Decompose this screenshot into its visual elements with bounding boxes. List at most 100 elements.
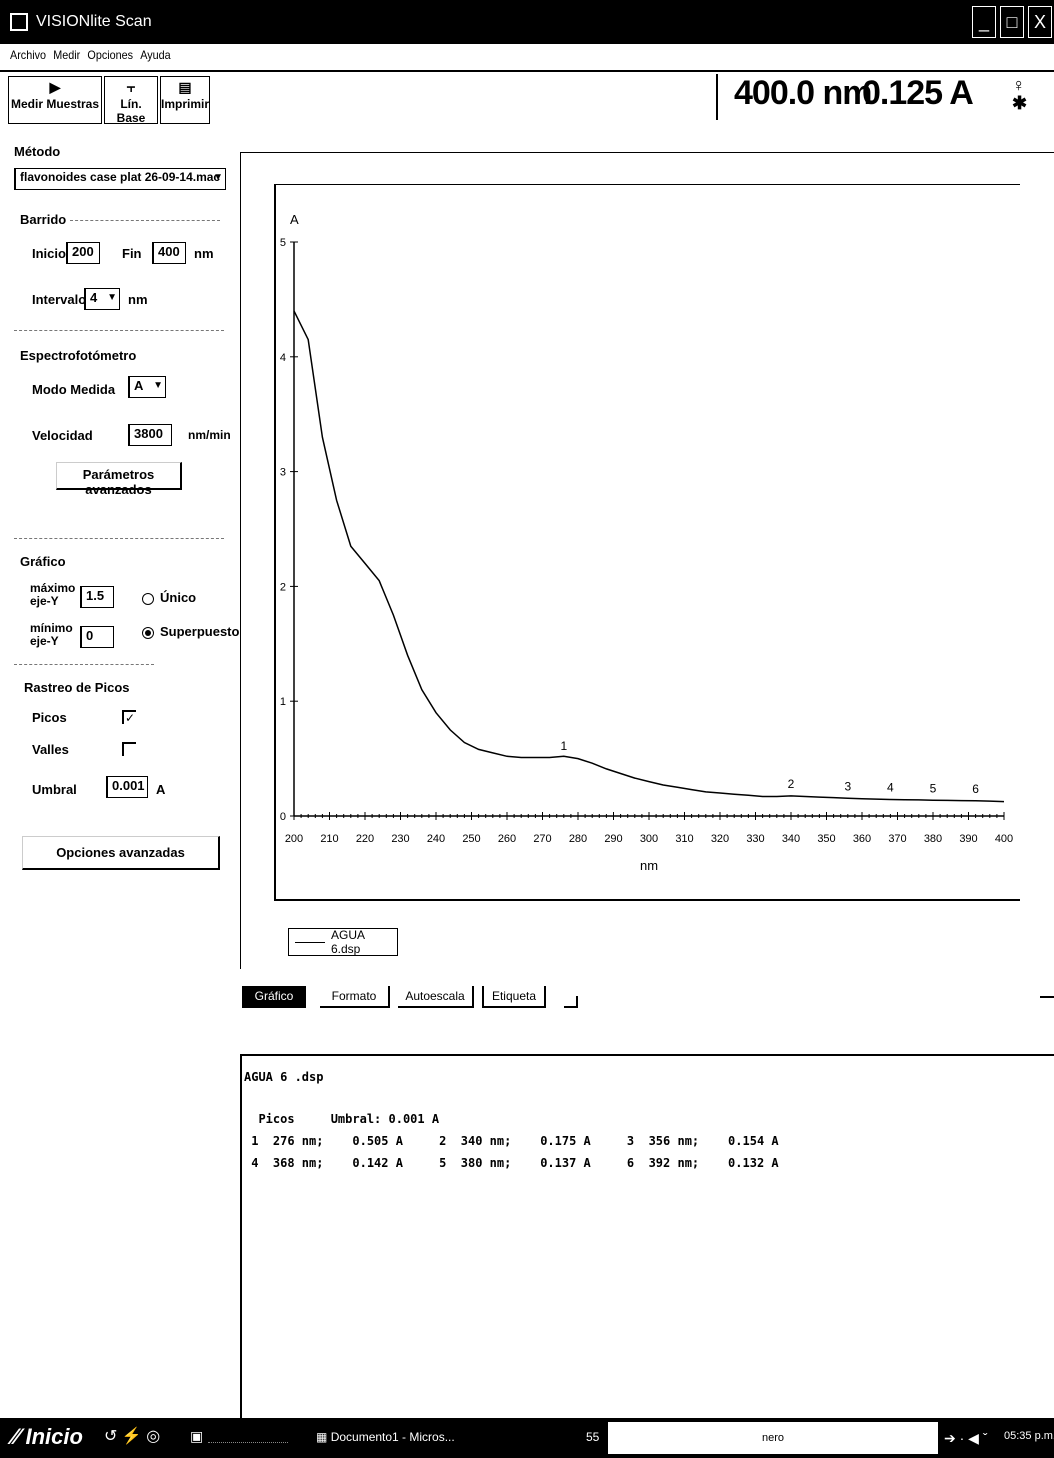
- lamp-icon: ♀ ✱: [1012, 75, 1028, 113]
- x-tick-label: 370: [888, 833, 906, 845]
- tab-autoescala[interactable]: Autoescala: [398, 986, 474, 1008]
- absorbance-readout: 0.125 A: [862, 74, 974, 112]
- measure-samples-button[interactable]: ▶ Medir Muestras: [8, 76, 102, 124]
- taskbar-item-document[interactable]: ▦ Documento1 - Micros...: [316, 1430, 455, 1444]
- fin-unit: nm: [194, 246, 214, 261]
- start-button[interactable]: ⁄⁄ Inicio: [12, 1424, 83, 1449]
- section-divider: [14, 538, 224, 539]
- menu-archivo[interactable]: Archivo: [10, 48, 47, 62]
- legend-label: AGUA 6.dsp: [330, 928, 365, 956]
- x-tick-label: 330: [746, 833, 764, 845]
- x-tick-label: 320: [711, 833, 729, 845]
- tab-scroll-icon[interactable]: [564, 996, 578, 1008]
- velocidad-unit: nm/min: [188, 428, 231, 442]
- y-tick-label: 0: [280, 811, 286, 823]
- intervalo-unit: nm: [128, 292, 148, 307]
- tray-icons[interactable]: ➔ · ◀ ˇ: [944, 1430, 988, 1446]
- x-tick-label: 210: [320, 833, 338, 845]
- play-icon: ▶: [49, 79, 61, 95]
- chevron-down-icon: ▼: [213, 172, 223, 183]
- print-button[interactable]: ▤ Imprimir: [160, 76, 210, 124]
- report-row: 4 368 nm; 0.142 A 5 380 nm; 0.137 A 6 39…: [244, 1156, 779, 1170]
- modo-label: Modo Medida: [32, 382, 116, 397]
- miny-label: mínimo eje-Y: [30, 621, 73, 648]
- velocidad-input[interactable]: 3800: [128, 424, 172, 446]
- x-tick-label: 240: [427, 833, 445, 845]
- picos-label: Picos: [32, 710, 67, 725]
- x-tick-label: 260: [498, 833, 516, 845]
- menu-divider: [0, 70, 1054, 72]
- menu-opciones[interactable]: Opciones: [87, 48, 134, 62]
- peak-label: 1: [560, 739, 567, 753]
- umbral-input[interactable]: 0.001: [106, 776, 148, 798]
- x-tick-label: 350: [817, 833, 835, 845]
- umbral-label: Umbral: [32, 782, 77, 797]
- x-tick-label: 280: [569, 833, 587, 845]
- minimize-button[interactable]: _: [972, 6, 996, 38]
- tab-formato[interactable]: Formato: [320, 986, 390, 1008]
- menu-ayuda[interactable]: Ayuda: [140, 48, 171, 62]
- x-tick-label: 340: [782, 833, 800, 845]
- report-row: 1 276 nm; 0.505 A 2 340 nm; 0.175 A 3 35…: [244, 1134, 779, 1148]
- tab-etiqueta[interactable]: Etiqueta: [482, 986, 546, 1008]
- nero-toolbar[interactable]: nero: [608, 1422, 938, 1454]
- umbral-unit: A: [156, 782, 166, 797]
- readout-divider: [716, 74, 718, 120]
- menu-bar: Archivo Medir Opciones Ayuda: [10, 48, 171, 62]
- peak-label: 4: [887, 781, 894, 795]
- metodo-select[interactable]: flavonoides case plat 26-09-14.mac ▼: [14, 168, 226, 190]
- x-tick-label: 310: [675, 833, 693, 845]
- chart-series: [293, 310, 1005, 803]
- tab-grafico[interactable]: Gráfico: [242, 986, 306, 1008]
- windows-logo-icon: ⁄⁄: [12, 1424, 20, 1449]
- espectro-label: Espectrofotómetro: [20, 348, 137, 363]
- chart-peak-labels: 1 2 3 4 5 6: [560, 739, 979, 796]
- x-tick-label: 270: [533, 833, 551, 845]
- taskbar-count: 55: [586, 1430, 600, 1444]
- metodo-label: Método: [14, 144, 61, 159]
- x-tick-label: 230: [391, 833, 409, 845]
- scroll-marker: [1040, 996, 1054, 998]
- valles-checkbox[interactable]: [122, 742, 136, 756]
- grafico-label: Gráfico: [20, 554, 66, 569]
- maxy-label: máximo eje-Y: [30, 581, 76, 608]
- menu-medir[interactable]: Medir: [53, 48, 81, 62]
- taskbar-item-scan[interactable]: [208, 1430, 288, 1443]
- peak-label: 6: [972, 782, 979, 796]
- chart-axes: 200 210 220 230 240 250 260 270 280 290 300 310 320 3…: [280, 237, 1013, 845]
- quicklaunch-icons[interactable]: ↺ ⚡ ◎: [104, 1428, 161, 1445]
- maxy-input[interactable]: 1.5: [80, 586, 114, 608]
- miny-input[interactable]: 0: [80, 626, 114, 648]
- taskbar-app-icon[interactable]: ▣: [190, 1428, 204, 1444]
- barrido-label: Barrido: [20, 212, 67, 227]
- chevron-down-icon: ▼: [107, 292, 117, 303]
- chevron-down-icon: ▼: [153, 380, 163, 391]
- fin-input[interactable]: 400: [152, 242, 186, 264]
- maximize-button[interactable]: □: [1000, 6, 1024, 38]
- advanced-options-button[interactable]: Opciones avanzadas: [22, 836, 220, 870]
- baseline-button[interactable]: ⫟ Lín. Base: [104, 76, 158, 125]
- radio-selected-icon: [142, 626, 154, 639]
- y-tick-label: 3: [280, 467, 286, 479]
- chart-legend: AGUA 6.dsp: [288, 928, 398, 956]
- x-axis-label: nm: [640, 858, 658, 873]
- picos-checkbox[interactable]: ✓: [122, 710, 136, 724]
- intervalo-select[interactable]: 4 ▼: [84, 288, 120, 310]
- legend-line-swatch: [295, 941, 325, 943]
- advanced-parameters-button[interactable]: Parámetros avanzados: [56, 462, 182, 497]
- window-title: VISIONlite Scan: [36, 13, 152, 30]
- modo-select[interactable]: A ▼: [128, 376, 166, 398]
- x-tick-label: 360: [853, 833, 871, 845]
- chart-panel: [240, 152, 1054, 969]
- x-tick-label: 390: [959, 833, 977, 845]
- fin-label: Fin: [122, 246, 142, 261]
- app-icon: [10, 13, 28, 31]
- inicio-input[interactable]: 200: [66, 242, 100, 264]
- spectrum-line: [293, 310, 1005, 803]
- checkmark-icon: ✓: [124, 711, 136, 725]
- close-button[interactable]: X: [1028, 6, 1052, 38]
- unico-radio[interactable]: Único: [142, 590, 196, 605]
- section-divider: [14, 330, 224, 331]
- superpuesto-radio[interactable]: Superpuesto: [142, 624, 239, 639]
- x-tick-label: 380: [924, 833, 942, 845]
